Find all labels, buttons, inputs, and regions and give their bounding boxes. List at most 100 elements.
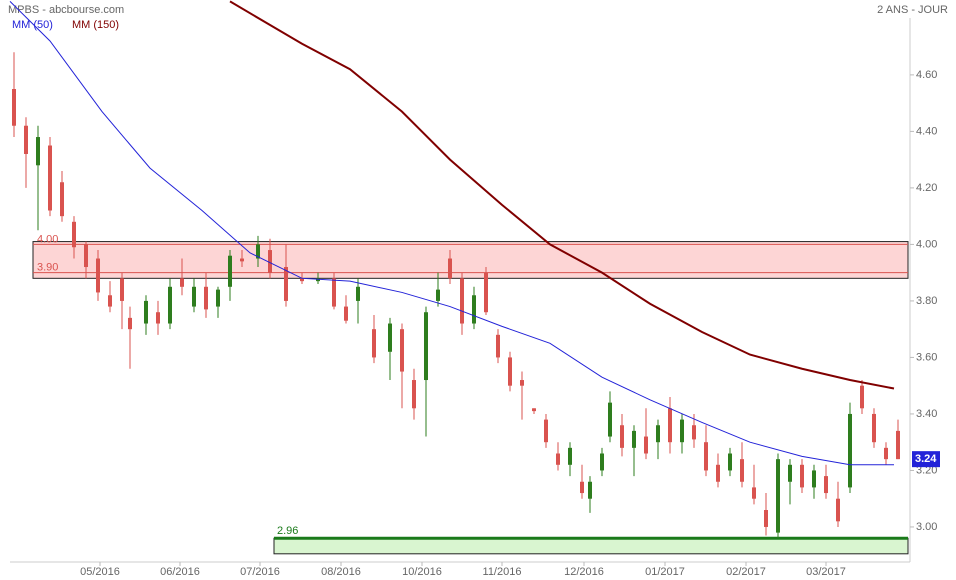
candle-body [716, 464, 720, 482]
candle-body [836, 498, 840, 522]
candle-body [520, 380, 524, 386]
candle-body [848, 413, 852, 488]
last-price-label: 3.24 [915, 453, 937, 465]
candle-body [168, 286, 172, 324]
period-label: 2 ANS - JOUR [877, 4, 948, 16]
candle-body [460, 278, 464, 324]
support-label: 2.96 [277, 525, 298, 537]
candle-body [228, 255, 232, 287]
candle-body [400, 329, 404, 372]
candle-body [192, 286, 196, 307]
x-tick-label: 05/2016 [80, 566, 120, 578]
x-tick-label: 12/2016 [564, 566, 604, 578]
candle-body [284, 267, 288, 301]
candle-body [620, 425, 624, 448]
x-tick-label: 03/2017 [806, 566, 846, 578]
candle-body [752, 487, 756, 499]
x-tick-label: 07/2016 [240, 566, 280, 578]
candle-body [48, 145, 52, 211]
candle-body [600, 453, 604, 471]
level-label: 3.90 [37, 262, 58, 274]
candle-body [96, 258, 100, 293]
candle-body [776, 459, 780, 533]
candle-body [356, 286, 360, 301]
y-tick-label: 4.60 [916, 69, 937, 81]
candle-body [388, 323, 392, 352]
candle-body [824, 476, 828, 494]
candle-body [484, 272, 488, 313]
candle-body [256, 244, 260, 259]
candle-body [532, 408, 536, 412]
x-tick-label: 01/2017 [645, 566, 685, 578]
candle-body [84, 244, 88, 268]
y-tick-label: 3.60 [916, 351, 937, 363]
candle-body [108, 295, 112, 307]
chart-title: MPBS - abcbourse.com [8, 4, 124, 16]
candle-body [144, 300, 148, 324]
candle-body [412, 380, 416, 409]
candle-body [588, 481, 592, 499]
x-tick-label: 11/2016 [483, 566, 522, 578]
candle-body [332, 278, 336, 307]
legend-label: MM (150) [72, 19, 119, 31]
candle-body [448, 258, 452, 279]
moving-average [9, 1, 894, 466]
candle-body [580, 481, 584, 494]
candle-body [728, 453, 732, 471]
candle-body [764, 510, 768, 527]
y-tick-label: 4.00 [916, 238, 937, 250]
candle-body [240, 258, 244, 262]
candle-body [556, 453, 560, 465]
moving-average [229, 0, 895, 390]
candle-body [372, 329, 376, 358]
y-tick-label: 4.40 [916, 125, 937, 137]
candle-body [800, 464, 804, 488]
candle-body [60, 182, 64, 217]
candle-body [632, 430, 636, 448]
candle-body [424, 312, 428, 381]
candle-body [544, 419, 548, 443]
y-tick-label: 3.00 [916, 521, 937, 533]
level-label: 4.00 [37, 233, 58, 245]
x-tick-label: 06/2016 [160, 566, 200, 578]
x-tick-label: 02/2017 [726, 566, 766, 578]
candle-body [740, 459, 744, 482]
candle-body [496, 334, 500, 358]
candle-body [216, 289, 220, 307]
candle-body [508, 357, 512, 386]
candle-body [472, 295, 476, 324]
candle-body [72, 221, 76, 248]
candle-body [884, 447, 888, 460]
candle-body [568, 447, 572, 465]
y-tick-label: 4.20 [916, 182, 937, 194]
candle-body [788, 464, 792, 482]
candle-body [436, 289, 440, 301]
candle-body [204, 286, 208, 310]
candle-body [180, 278, 184, 287]
y-tick-label: 3.20 [916, 464, 937, 476]
candle-body [812, 470, 816, 488]
candle-body [692, 425, 696, 440]
y-tick-label: 3.40 [916, 408, 937, 420]
candle-body [860, 385, 864, 409]
candle-body [704, 442, 708, 471]
candle-body [36, 137, 40, 166]
candle-body [156, 312, 160, 324]
last-price-box [912, 451, 940, 468]
candle-body [608, 402, 612, 437]
candle-body [644, 436, 648, 454]
candle-body [120, 278, 124, 301]
candle-body [24, 125, 28, 154]
legend-label: MM (50) [12, 19, 53, 31]
x-tick-label: 10/2016 [402, 566, 442, 578]
support-zone [273, 537, 909, 555]
candle-body [300, 278, 304, 282]
candle-body [896, 430, 900, 460]
candle-body [12, 89, 16, 126]
candle-body [680, 419, 684, 443]
candle-body [344, 306, 348, 321]
candle-body [656, 425, 660, 443]
y-tick-label: 3.80 [916, 295, 937, 307]
